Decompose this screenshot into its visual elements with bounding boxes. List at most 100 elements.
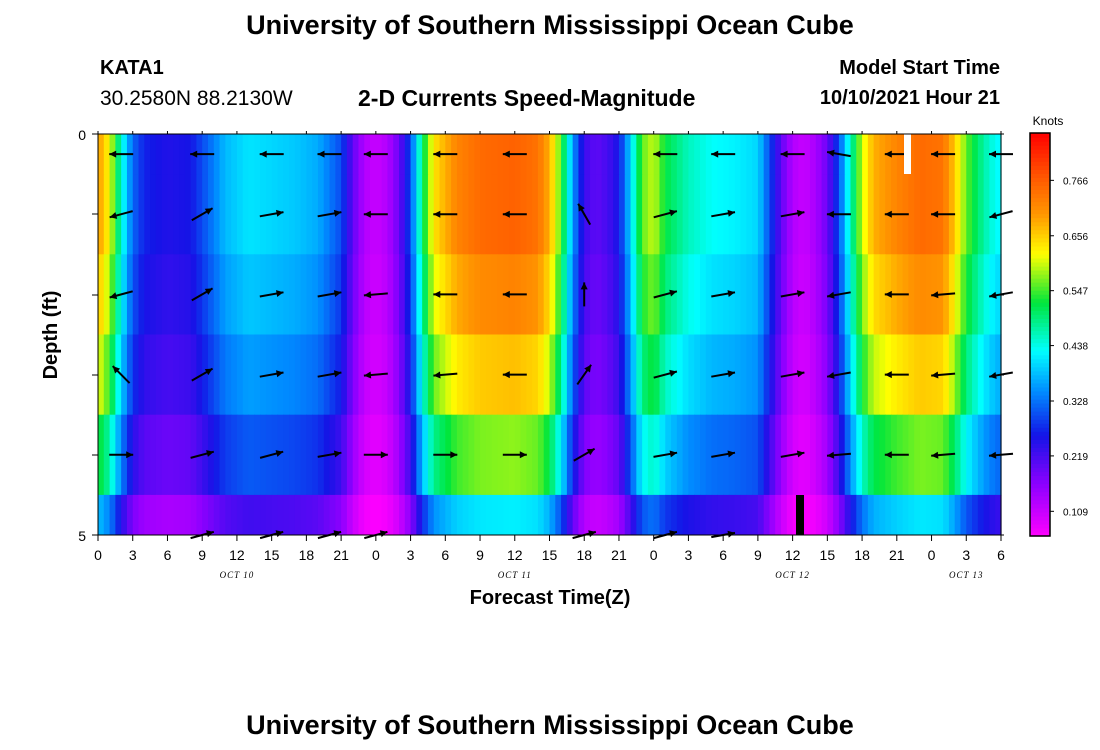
colorbar-segment: [1030, 370, 1050, 376]
heatmap-cell: [752, 494, 759, 536]
heatmap-cell: [665, 494, 672, 536]
colorbar-tick-label: 0.109: [1063, 507, 1088, 518]
heatmap-cell: [746, 494, 753, 536]
heatmap-cell: [404, 494, 412, 536]
current-vector-head: [126, 451, 134, 459]
heatmap-cell: [676, 494, 684, 536]
heatmap-cell: [821, 414, 828, 496]
heatmap-cell: [265, 494, 273, 536]
heatmap-cell: [595, 134, 603, 175]
heatmap-cell: [827, 494, 834, 536]
heatmap-cell: [555, 174, 562, 255]
heatmap-cell: [624, 254, 632, 335]
colorbar-segment: [1030, 261, 1050, 267]
x-tick-label: 15: [264, 547, 280, 563]
current-vector-head: [827, 149, 835, 157]
heatmap-cell: [155, 334, 163, 416]
x-tick-label: 12: [229, 547, 245, 563]
current-vector-head: [727, 370, 735, 378]
heatmap-cell: [144, 494, 151, 536]
heatmap-cell: [682, 134, 690, 175]
heatmap-cell: [416, 334, 423, 416]
heatmap-cell: [422, 134, 429, 175]
heatmap-cell: [474, 254, 481, 335]
heatmap-cell: [346, 414, 354, 496]
heatmap-cell: [121, 334, 128, 416]
heatmap-cell: [653, 254, 661, 335]
heatmap-cell: [850, 334, 857, 416]
heatmap-cell: [497, 414, 504, 496]
heatmap-cell: [283, 134, 290, 175]
heatmap-cell: [254, 414, 261, 496]
heatmap-cell: [607, 254, 614, 335]
heatmap-cell: [578, 254, 585, 335]
heatmap-cell: [584, 334, 591, 416]
heatmap-cell: [671, 494, 678, 536]
heatmap-cell: [867, 494, 875, 536]
heatmap-cell: [821, 134, 828, 175]
model-start-label: Model Start Time: [839, 57, 1000, 79]
heatmap-cell: [480, 334, 487, 416]
heatmap-cell: [688, 134, 695, 175]
heatmap-cell: [607, 494, 614, 536]
heatmap-cell: [132, 334, 140, 416]
heatmap-cell: [653, 174, 661, 255]
heatmap-cell: [537, 414, 545, 496]
heatmap-cell: [636, 414, 643, 496]
heatmap-cell: [711, 254, 718, 335]
heatmap-cell: [613, 174, 620, 255]
heatmap-cell: [190, 334, 198, 416]
heatmap-cell: [919, 414, 927, 496]
current-vector-head: [931, 150, 939, 158]
heatmap-cell: [138, 134, 145, 175]
heatmap-cell: [844, 254, 852, 335]
colorbar-segment: [1030, 294, 1050, 299]
heatmap-cell: [960, 174, 967, 255]
colorbar-segment: [1030, 270, 1050, 275]
heatmap-cell: [607, 334, 614, 416]
heatmap-cell: [358, 414, 365, 496]
heatmap-cell: [138, 414, 145, 496]
heatmap-cell: [294, 254, 302, 335]
heatmap-cell: [671, 254, 678, 335]
colorbar-frame: [1029, 132, 1051, 537]
heatmap-cell: [202, 174, 209, 255]
heatmap-cell: [306, 254, 313, 335]
current-vector-head: [584, 364, 592, 373]
heatmap-cell: [601, 254, 608, 335]
heatmap-cell: [908, 494, 915, 536]
heatmap-cell: [126, 174, 134, 255]
heatmap-cell: [167, 174, 174, 255]
heatmap-cell: [173, 134, 180, 175]
heatmap-cell: [497, 494, 504, 536]
heatmap-cell: [352, 414, 360, 496]
current-vector-head: [580, 282, 588, 290]
heatmap-cell: [618, 254, 626, 335]
colorbar-segment: [1030, 330, 1050, 336]
heatmap-cell: [335, 174, 342, 255]
heatmap-cell: [219, 334, 226, 416]
heatmap-cell: [885, 494, 892, 536]
heatmap-cell: [763, 334, 771, 416]
heatmap-cell: [862, 134, 869, 175]
current-vector-head: [450, 451, 458, 459]
colorbar-segment: [1030, 189, 1050, 195]
heatmap-cell: [908, 254, 915, 335]
heatmap-cell: [468, 494, 475, 536]
heatmap-cell: [231, 414, 238, 496]
heatmap-cell: [485, 174, 493, 255]
current-vector-head: [502, 150, 510, 158]
heatmap-cell: [341, 254, 348, 335]
heatmap-cell: [821, 334, 828, 416]
heatmap-cell: [954, 334, 962, 416]
heatmap-cell: [694, 134, 701, 175]
heatmap-cell: [491, 254, 499, 335]
heatmap-cell: [601, 414, 608, 496]
heatmap-cell: [566, 494, 574, 536]
heatmap-cell: [312, 334, 319, 416]
heatmap-cell: [705, 414, 713, 496]
heatmap-cell: [613, 134, 620, 175]
x-tick-label: 12: [507, 547, 523, 563]
heatmap-cell: [705, 494, 713, 536]
heatmap-cell: [381, 494, 389, 536]
